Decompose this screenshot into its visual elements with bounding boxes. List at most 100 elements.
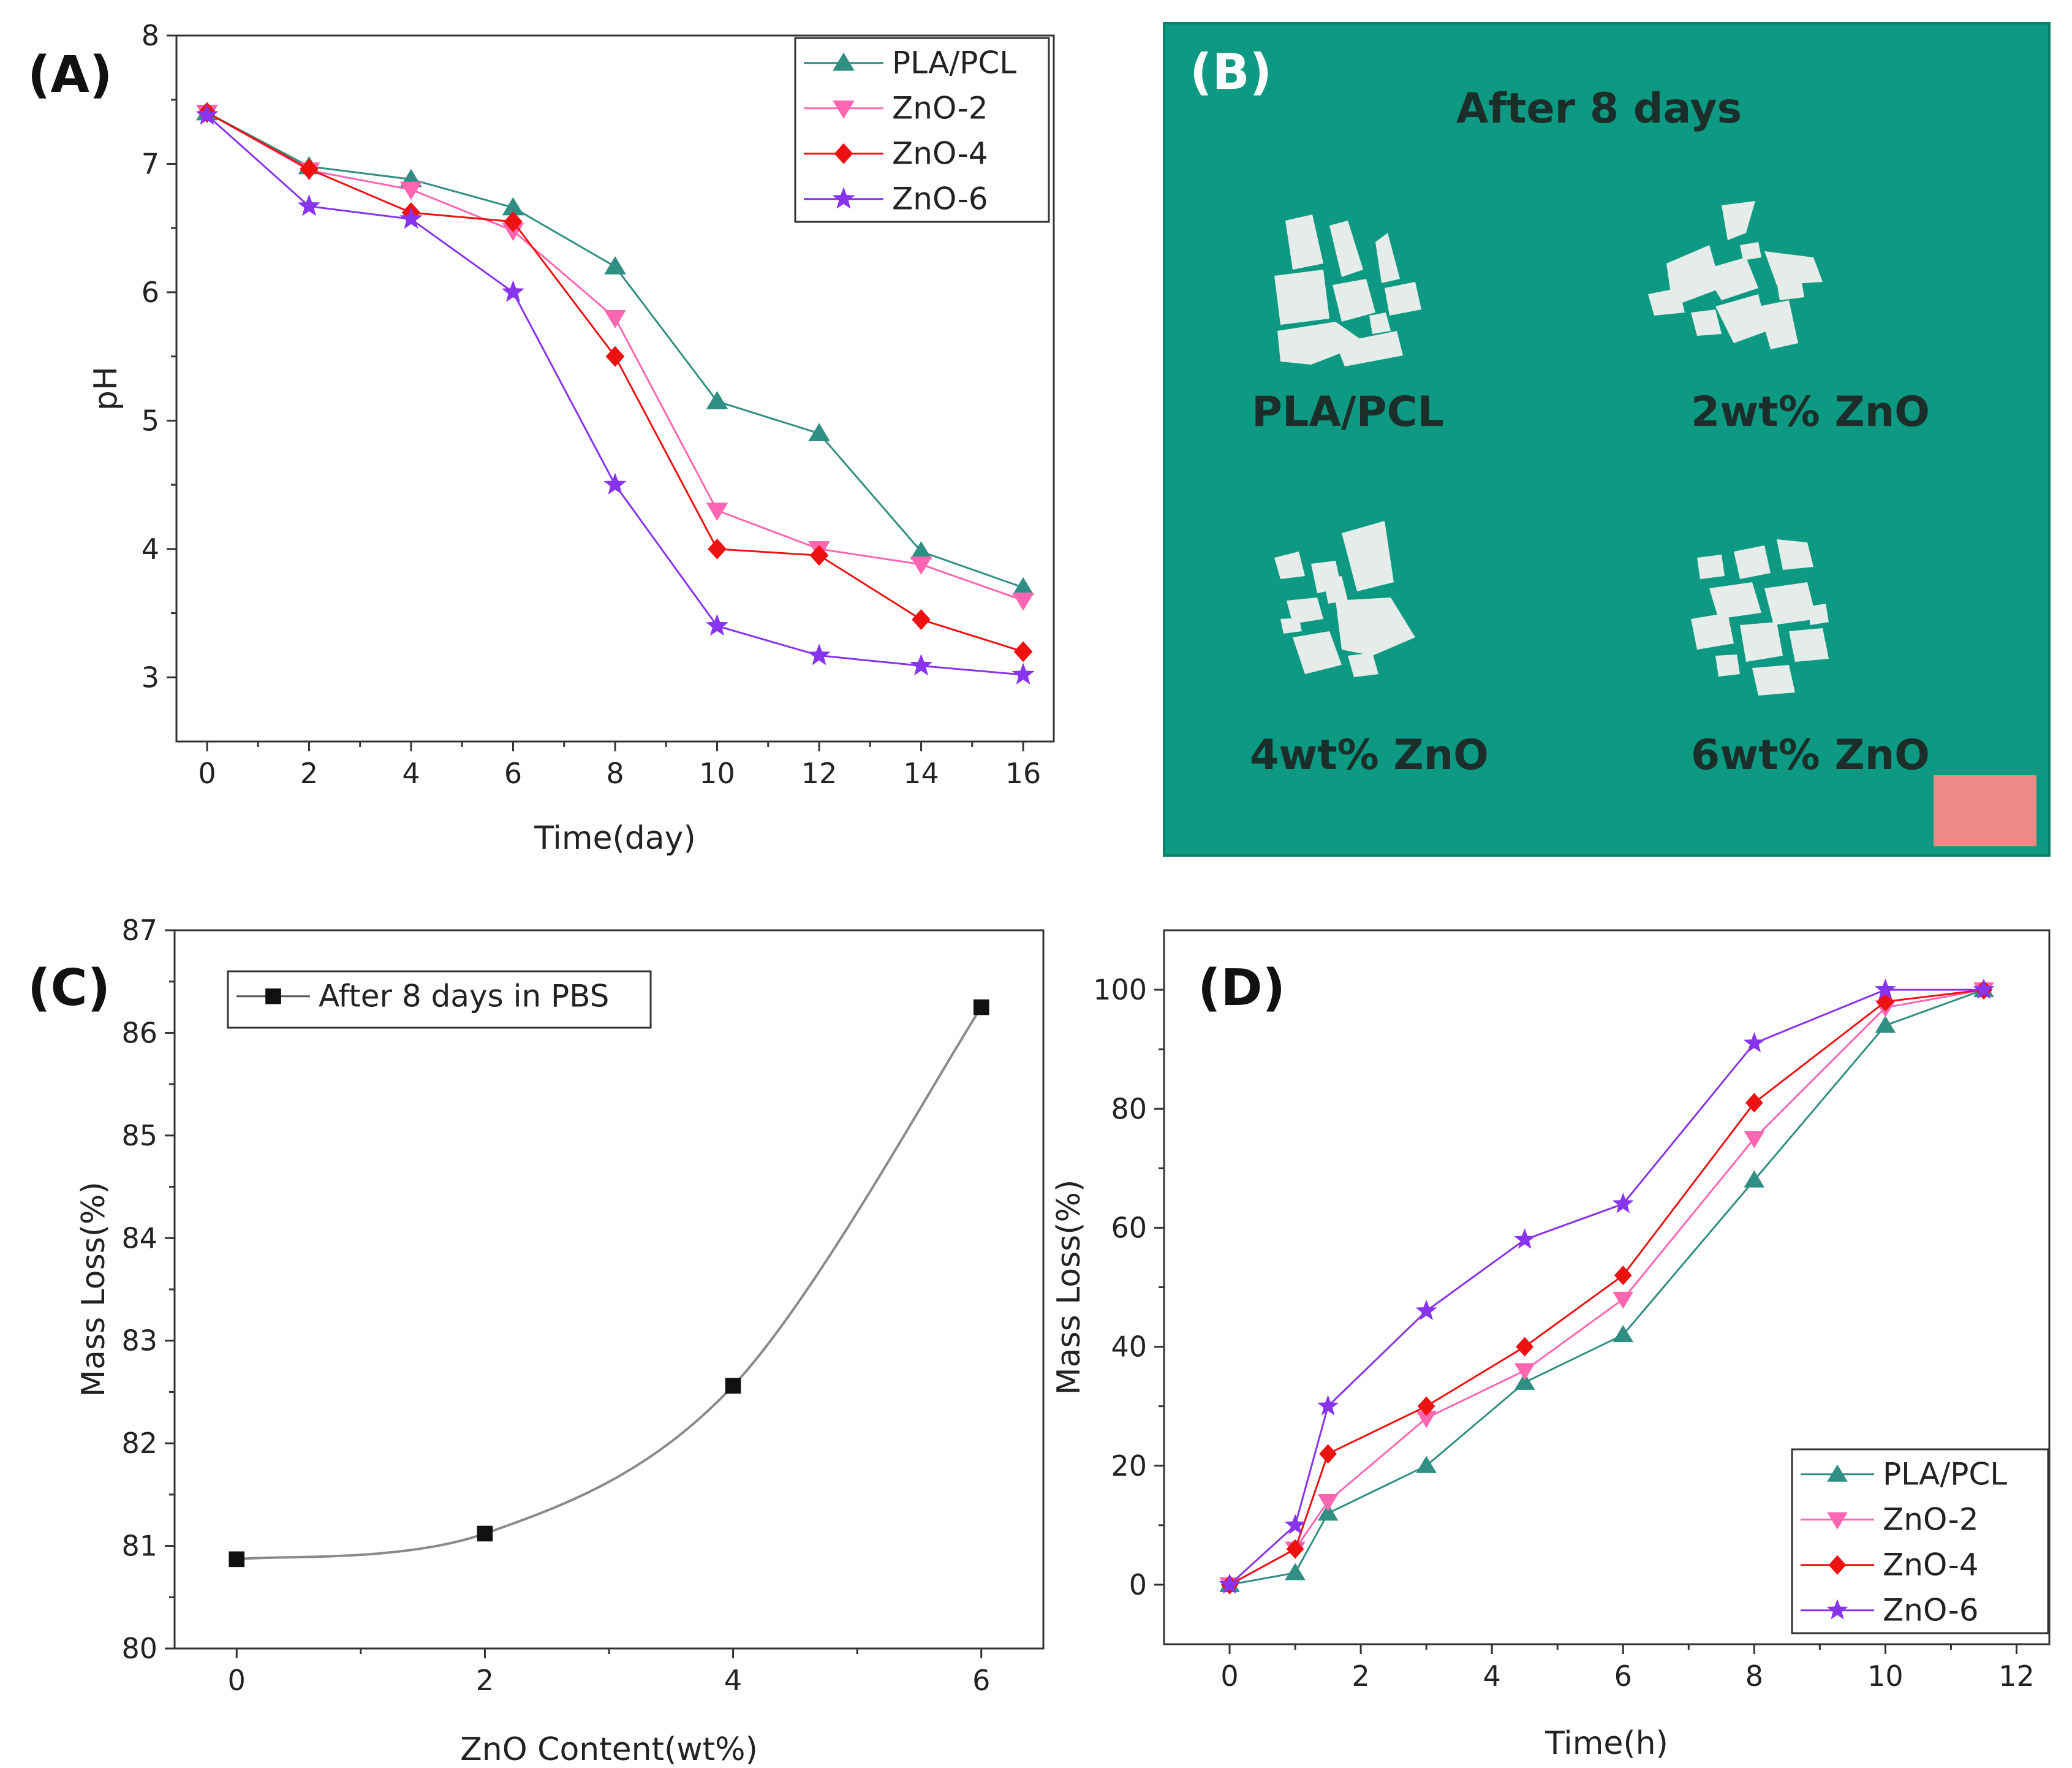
y-tick-label: 81 xyxy=(121,1530,157,1563)
data-point xyxy=(808,423,830,442)
legend-marker xyxy=(1828,1555,1847,1575)
series-zno-6 xyxy=(195,103,1035,685)
data-point xyxy=(1875,1015,1896,1033)
legend: After 8 days in PBS xyxy=(227,970,652,1029)
data-point xyxy=(1874,978,1896,999)
data-point xyxy=(1317,1395,1339,1416)
data-point xyxy=(1973,978,1995,999)
data-point xyxy=(1614,1265,1632,1286)
x-axis-label: ZnO Content(wt%) xyxy=(460,1731,758,1768)
data-point xyxy=(706,390,728,409)
y-tick-label: 80 xyxy=(121,1632,157,1665)
x-tick-label: 16 xyxy=(1005,757,1042,790)
x-axis-label: Time(h) xyxy=(1545,1725,1668,1762)
data-point xyxy=(1012,592,1034,611)
legend-entry: ZnO-6 xyxy=(892,181,988,217)
data-point xyxy=(807,643,831,666)
data-point xyxy=(1011,662,1035,685)
legend: PLA/PCL ZnO-2 ZnO-4 ZnO-6 xyxy=(1791,1448,2049,1634)
series-zno-6 xyxy=(1219,978,1995,1594)
x-tick-label: 0 xyxy=(228,1664,246,1697)
data-point xyxy=(1284,1514,1306,1535)
legend-box xyxy=(227,970,652,1029)
data-point xyxy=(502,197,524,216)
x-tick-label: 6 xyxy=(1614,1660,1632,1693)
x-tick-label: 4 xyxy=(1483,1660,1501,1693)
data-point xyxy=(1516,1337,1534,1357)
x-tick-label: 2 xyxy=(1352,1660,1369,1693)
x-tick-label: 6 xyxy=(504,757,522,790)
legend-marker xyxy=(1826,1599,1848,1620)
data-point xyxy=(605,346,625,367)
legend-marker xyxy=(833,100,855,119)
photo-border xyxy=(1163,22,2051,857)
data-point xyxy=(909,653,933,676)
legend-marker xyxy=(1827,1512,1848,1530)
data-point xyxy=(910,541,932,560)
data-point xyxy=(1514,1228,1536,1249)
panel-letter: (A) xyxy=(28,46,112,104)
legend-entry: After 8 days in PBS xyxy=(319,979,609,1014)
panel-b-photo: (B) After 8 days xyxy=(1163,22,2051,857)
sample-fragments-2wt-zno xyxy=(1648,201,1823,349)
sample-label-4wt-zno: 4wt% ZnO xyxy=(1250,731,1489,780)
data-point xyxy=(604,310,626,328)
y-axis-label: Mass Loss(%) xyxy=(75,1182,112,1397)
data-point xyxy=(399,207,423,229)
data-point xyxy=(1744,1170,1765,1188)
legend-entry: ZnO-4 xyxy=(892,136,988,172)
x-tick-label: 4 xyxy=(724,1664,742,1697)
data-point xyxy=(708,538,727,560)
legend-entry: ZnO-2 xyxy=(1883,1502,1979,1538)
panel-letter: (D) xyxy=(1198,959,1285,1017)
y-tick-label: 6 xyxy=(142,276,159,309)
data-point xyxy=(1285,1563,1306,1580)
data-point xyxy=(706,503,728,521)
legend: PLA/PCL ZnO-2 ZnO-4 ZnO-6 xyxy=(794,37,1050,223)
y-tick-label: 82 xyxy=(121,1427,157,1460)
data-point xyxy=(229,1551,245,1568)
legend-marker xyxy=(832,187,855,209)
y-tick-label: 85 xyxy=(121,1119,157,1152)
scale-bar-box xyxy=(1934,775,2036,846)
x-tick-label: 6 xyxy=(972,1664,990,1697)
x-tick-label: 14 xyxy=(903,757,939,790)
data-point xyxy=(297,194,321,216)
data-point xyxy=(973,999,989,1015)
y-tick-label: 86 xyxy=(121,1016,157,1049)
fit-curve xyxy=(236,1006,983,1561)
data-point xyxy=(1317,1494,1339,1511)
data-point xyxy=(1013,641,1033,662)
data-point xyxy=(1416,1411,1437,1428)
sample-fragments-pla-pcl xyxy=(1274,214,1421,366)
sample-label-2wt-zno: 2wt% ZnO xyxy=(1691,388,1930,436)
x-tick-label: 12 xyxy=(1998,1660,2035,1693)
y-tick-label: 7 xyxy=(142,147,159,180)
data-point xyxy=(1415,1299,1437,1321)
legend-entry: ZnO-4 xyxy=(1883,1547,1979,1583)
y-tick-label: 3 xyxy=(142,661,159,694)
data-point xyxy=(705,613,729,636)
sample-fragments-6wt-zno xyxy=(1691,539,1829,696)
data-point xyxy=(1745,1093,1763,1113)
data-point xyxy=(1417,1396,1435,1416)
data-point xyxy=(809,545,829,566)
panel-a: 0 2 4 6 8 10 12 14 16 3 4 5 6 7 8 Time(day) pH (A) PLA/PCL… xyxy=(28,19,1055,857)
panel-b-letter: (B) xyxy=(1190,44,1272,101)
legend-marker xyxy=(833,52,855,71)
legend-marker xyxy=(834,143,853,164)
x-tick-label: 8 xyxy=(606,757,624,790)
data-point xyxy=(604,256,626,275)
data-point xyxy=(1612,1193,1634,1213)
y-tick-label: 0 xyxy=(1129,1568,1147,1601)
data-point xyxy=(1319,1444,1337,1464)
legend-entry: ZnO-2 xyxy=(892,91,988,126)
data-point xyxy=(1613,1325,1634,1343)
legend-entry: PLA/PCL xyxy=(892,45,1016,81)
y-tick-label: 87 xyxy=(121,914,157,947)
sample-label-pla-pcl: PLA/PCL xyxy=(1252,388,1444,436)
data-point xyxy=(1743,1032,1765,1053)
data-point xyxy=(501,280,525,302)
y-tick-label: 60 xyxy=(1111,1211,1147,1244)
